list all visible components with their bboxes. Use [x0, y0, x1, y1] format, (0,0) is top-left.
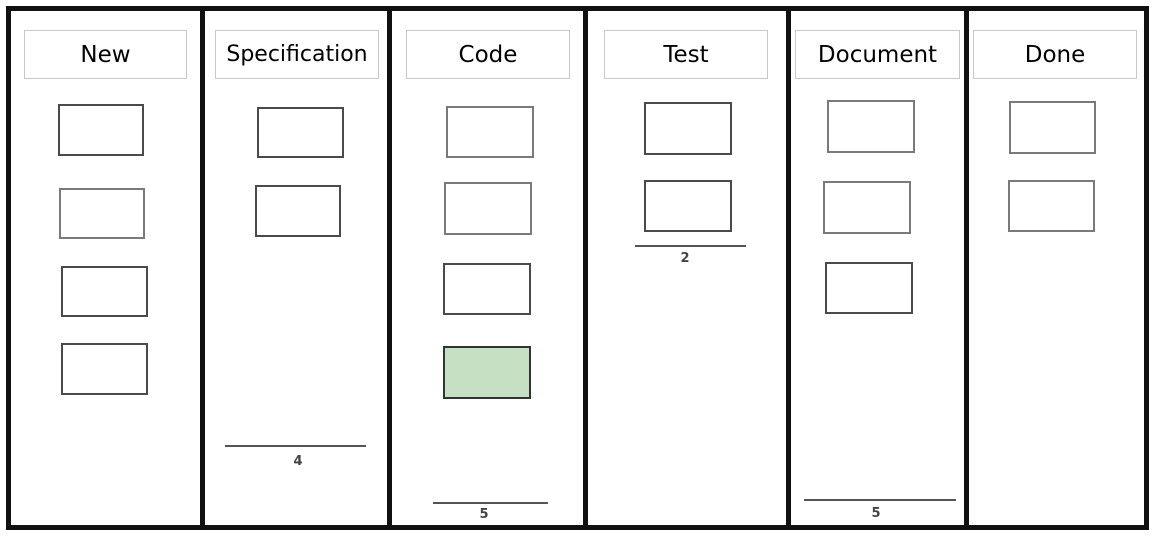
task-card[interactable] — [443, 263, 531, 315]
task-card[interactable] — [644, 102, 732, 155]
column-divider — [786, 6, 791, 530]
column-new: New — [11, 6, 200, 530]
task-card[interactable] — [823, 181, 911, 234]
task-card[interactable] — [255, 185, 341, 237]
task-card[interactable] — [444, 182, 532, 235]
wip-limit-value: 4 — [293, 454, 303, 469]
column-header-new: New — [24, 30, 187, 79]
active-task-card[interactable] — [443, 346, 531, 399]
column-divider — [583, 6, 588, 530]
wip-limit-line — [635, 245, 746, 247]
task-card[interactable] — [58, 104, 144, 156]
wip-limit-value: 2 — [680, 251, 690, 266]
task-card[interactable] — [59, 188, 145, 239]
column-header-document: Document — [795, 30, 960, 79]
kanban-board — [6, 6, 1149, 530]
task-card[interactable] — [446, 106, 534, 158]
wip-limit-line — [433, 502, 548, 504]
column-header-specification: Specification — [215, 30, 379, 79]
column-header-code: Code — [406, 30, 570, 79]
column-divider — [964, 6, 969, 530]
task-card[interactable] — [825, 262, 913, 314]
column-specification: Specification 4 — [205, 6, 387, 530]
column-header-test: Test — [604, 30, 768, 79]
task-card[interactable] — [1008, 180, 1095, 232]
task-card[interactable] — [1009, 101, 1096, 154]
wip-limit-line — [225, 445, 366, 447]
column-test: Test 2 — [588, 6, 786, 530]
wip-limit-value: 5 — [871, 506, 881, 521]
task-card[interactable] — [257, 107, 344, 158]
task-card[interactable] — [644, 180, 732, 232]
task-card[interactable] — [827, 100, 915, 153]
column-document: Document 5 — [791, 6, 964, 530]
column-divider — [200, 6, 205, 530]
column-divider — [387, 6, 392, 530]
task-card[interactable] — [61, 266, 148, 317]
wip-limit-value: 5 — [479, 507, 489, 522]
wip-limit-line — [804, 499, 956, 501]
task-card[interactable] — [61, 343, 148, 395]
column-code: Code 5 — [392, 6, 583, 530]
column-header-done: Done — [973, 30, 1137, 79]
column-done: Done — [969, 6, 1144, 530]
